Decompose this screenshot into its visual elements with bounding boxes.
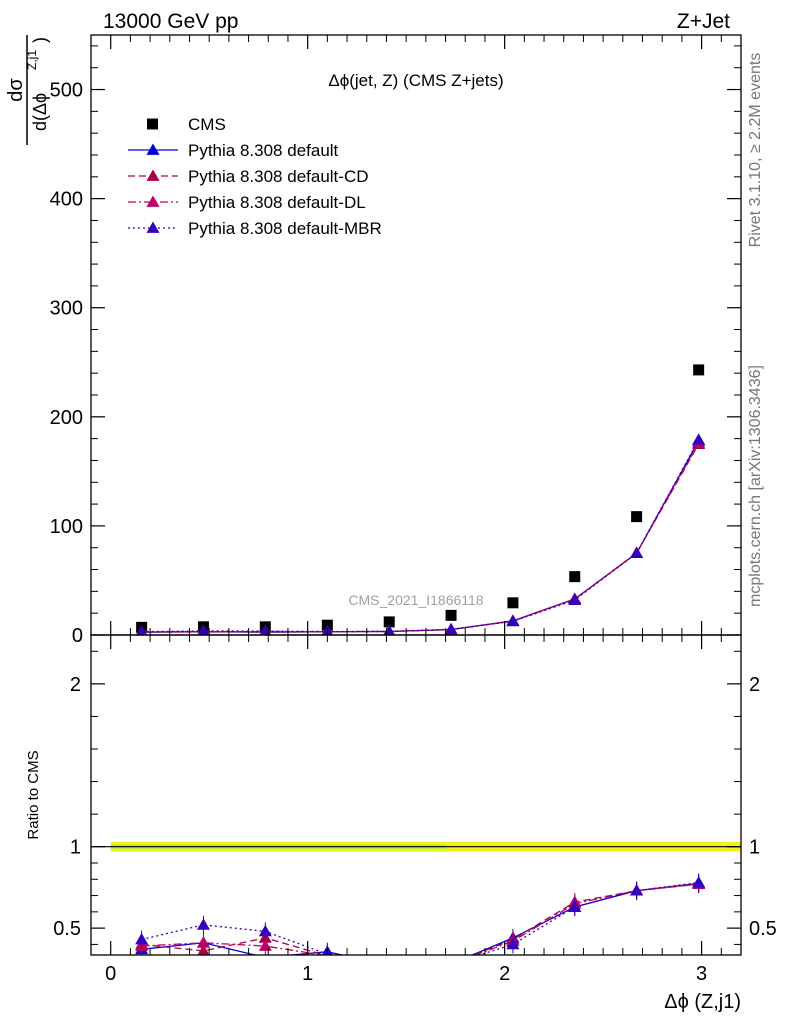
- legend-marker: [146, 143, 160, 155]
- legend-marker: [146, 169, 160, 181]
- legend-marker-cms: [147, 118, 158, 130]
- mc-data-point: [136, 625, 148, 635]
- legend-label: Pythia 8.308 default-DL: [188, 193, 366, 212]
- ylabel-denominator: d(Δϕ: [30, 93, 50, 131]
- legend-label: Pythia 8.308 default-CD: [188, 167, 369, 186]
- ylabel-numerator: dσ: [5, 78, 27, 102]
- analysis-id-watermark: CMS_2021_I1866118: [348, 592, 483, 608]
- cms-data-point: [693, 364, 705, 376]
- legend-label: Pythia 8.308 default-MBR: [188, 219, 382, 238]
- ratio-data-point: [568, 900, 582, 912]
- ratio-data-layer: [91, 841, 741, 955]
- y-tick-label: 400: [50, 189, 83, 211]
- mc-data-point: [506, 614, 520, 627]
- header-left-label: 13000 GeV pp: [103, 10, 238, 33]
- rivet-version-label: Rivet 3.1.10, ≥ 2.2M events: [747, 53, 764, 248]
- x-tick-label: 0: [105, 963, 116, 985]
- chart-title: Δϕ(jet, Z) (CMS Z+jets): [328, 71, 503, 90]
- header-right-label: Z+Jet: [677, 10, 730, 33]
- ratio-axis-ticks: 0 1 2 3 0.5 0.5 1 1 2 2: [53, 635, 777, 985]
- main-axis-ticks: 0 100 200 300 400 500: [50, 35, 742, 647]
- y-tick-label: 500: [50, 80, 83, 102]
- ratio-data-point: [135, 933, 149, 945]
- x-tick-label: 1: [302, 963, 313, 985]
- legend-marker: [146, 221, 160, 233]
- x-axis-label: Δϕ (Z,j1): [664, 991, 741, 1013]
- legend-marker: [146, 195, 160, 207]
- mc-data-point: [692, 433, 706, 445]
- main-data-layer: [136, 364, 706, 635]
- y-tick-label: 100: [50, 516, 83, 538]
- ratio-y-tick-label: 1: [70, 837, 81, 859]
- ratio-y-tick-label: 0.5: [53, 918, 81, 940]
- y-tick-label: 300: [50, 298, 83, 320]
- cms-data-point: [569, 571, 581, 583]
- mc-series-line: [141, 439, 700, 633]
- ratio-series-line: [141, 881, 699, 955]
- ratio-data-point: [258, 924, 272, 937]
- legend-label: CMS: [188, 115, 226, 134]
- mc-data-point: [197, 624, 210, 635]
- mcplots-label: mcplots.cern.ch [arXiv:1306.3436]: [747, 365, 764, 607]
- ratio-y-tick-label-right: 2: [749, 674, 760, 696]
- ratio-y-tick-label: 2: [70, 674, 81, 696]
- cms-data-point: [445, 609, 457, 621]
- ratio-data-point: [630, 884, 644, 896]
- ratio-panel-frame: [90, 634, 742, 956]
- cms-data-point: [383, 616, 395, 628]
- ratio-data-point: [692, 876, 706, 888]
- main-ylabel: dσ d(Δϕ Z,j1 ): [5, 35, 50, 145]
- ylabel-close-paren: ): [30, 37, 50, 43]
- legend-label: Pythia 8.308 default: [188, 141, 339, 160]
- mc-data-point: [568, 593, 582, 605]
- ylabel-superscript: Z,j1: [25, 50, 39, 70]
- mc-data-point: [444, 622, 458, 635]
- ratio-y-tick-label-right: 0.5: [749, 918, 777, 940]
- ratio-series-line: [141, 883, 699, 955]
- main-panel: 0 100 200 300 400 500 Δϕ(jet, Z) (CMS Z+jets)…: [5, 34, 742, 647]
- y-tick-label: 0: [72, 625, 83, 647]
- ratio-data-point: [196, 918, 210, 930]
- y-tick-label: 200: [50, 407, 83, 429]
- ratio-y-tick-label-right: 1: [749, 837, 760, 859]
- mc-data-point: [630, 546, 644, 559]
- legend: CMS Pythia 8.308 default Pythia 8.308 defa…: [128, 115, 382, 238]
- cms-data-point: [507, 597, 519, 609]
- ratio-ylabel: Ratio to CMS: [25, 750, 42, 839]
- ratio-data-point: [196, 936, 210, 948]
- cms-data-point: [631, 511, 643, 523]
- ratio-panel: 0 1 2 3 0.5 0.5 1 1 2 2 Ratio to CMS Δϕ (Z,j1): [25, 634, 777, 1013]
- x-tick-label: 3: [696, 963, 707, 985]
- x-tick-label: 2: [499, 963, 510, 985]
- ratio-data-point: [506, 937, 520, 950]
